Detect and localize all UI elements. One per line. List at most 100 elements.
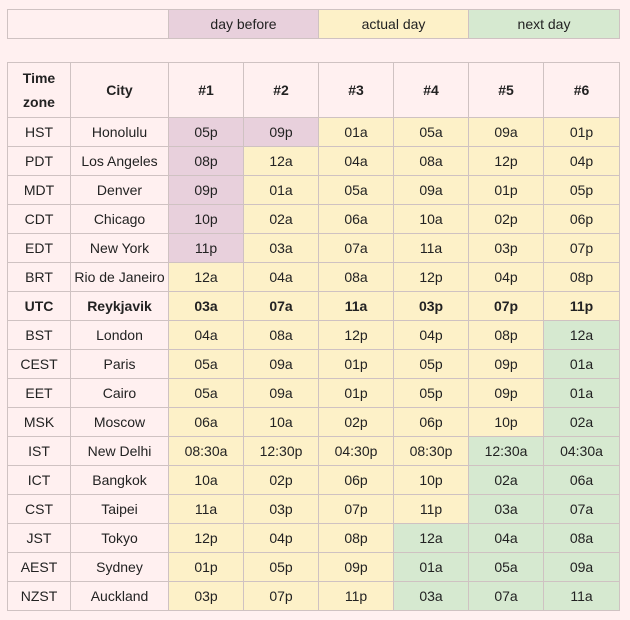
time-cell-slot-2: 09a [243,349,319,379]
time-cell-slot-3: 07p [318,494,394,524]
time-cell-slot-6: 07p [543,233,620,263]
time-zone-cell: JST [7,523,71,553]
time-cell-slot-2: 10a [243,407,319,437]
city-cell: Honolulu [70,117,169,147]
city-cell: Moscow [70,407,169,437]
time-cell-slot-3: 01a [318,117,394,147]
header-slot-1: #1 [168,62,244,118]
time-cell-slot-6: 07a [543,494,620,524]
header-slot-4: #4 [393,62,469,118]
time-cell-slot-5: 07p [468,291,544,321]
table-row: HST Honolulu 05p 09p 01a 05a 09a 01p [7,117,620,147]
time-cell-slot-4: 09a [393,175,469,205]
time-cell-slot-5: 03a [468,494,544,524]
table-row: NZST Auckland 03p 07p 11p 03a 07a 11a [7,581,620,611]
time-zone-cell: UTC [7,291,71,321]
time-cell-slot-1: 08p [168,146,244,176]
time-zone-cell: IST [7,436,71,466]
time-cell-slot-4: 10p [393,465,469,495]
time-zone-cell: PDT [7,146,71,176]
table-row: MDT Denver 09p 01a 05a 09a 01p 05p [7,175,620,205]
time-cell-slot-6: 01a [543,349,620,379]
time-zone-cell: HST [7,117,71,147]
legend-blank [7,9,169,39]
time-cell-slot-4: 12p [393,262,469,292]
city-cell: New York [70,233,169,263]
time-cell-slot-3: 12p [318,320,394,350]
time-cell-slot-5: 05a [468,552,544,582]
time-cell-slot-1: 05a [168,378,244,408]
time-cell-slot-2: 09p [243,117,319,147]
time-cell-slot-3: 01p [318,349,394,379]
city-cell: Tokyo [70,523,169,553]
time-zone-cell: EET [7,378,71,408]
header-city: City [70,62,169,118]
table-row: EET Cairo 05a 09a 01p 05p 09p 01a [7,378,620,408]
table-row: AEST Sydney 01p 05p 09p 01a 05a 09a [7,552,620,582]
time-cell-slot-4: 11a [393,233,469,263]
time-cell-slot-2: 07p [243,581,319,611]
time-zone-cell: CEST [7,349,71,379]
time-zone-cell: MSK [7,407,71,437]
legend-next-day: next day [468,9,620,39]
table-row: PDT Los Angeles 08p 12a 04a 08a 12p 04p [7,146,620,176]
time-cell-slot-1: 12a [168,262,244,292]
time-zone-cell: AEST [7,552,71,582]
time-cell-slot-6: 12a [543,320,620,350]
city-cell: Paris [70,349,169,379]
time-cell-slot-3: 06a [318,204,394,234]
header-slot-5: #5 [468,62,544,118]
time-cell-slot-1: 03p [168,581,244,611]
time-cell-slot-1: 12p [168,523,244,553]
table-row: CST Taipei 11a 03p 07p 11p 03a 07a [7,494,620,524]
time-cell-slot-2: 09a [243,378,319,408]
time-cell-slot-4: 05a [393,117,469,147]
time-cell-slot-4: 10a [393,204,469,234]
table-row: CDT Chicago 10p 02a 06a 10a 02p 06p [7,204,620,234]
time-cell-slot-6: 11p [543,291,620,321]
time-cell-slot-1: 05a [168,349,244,379]
time-cell-slot-4: 03a [393,581,469,611]
header-slot-6: #6 [543,62,620,118]
time-cell-slot-6: 04p [543,146,620,176]
header-slot-2: #2 [243,62,319,118]
time-cell-slot-2: 12a [243,146,319,176]
time-cell-slot-2: 01a [243,175,319,205]
table-body: HST Honolulu 05p 09p 01a 05a 09a 01p PDT Los Ange… [7,117,620,611]
time-cell-slot-1: 05p [168,117,244,147]
table-row: BST London 04a 08a 12p 04p 08p 12a [7,320,620,350]
time-cell-slot-2: 02p [243,465,319,495]
time-cell-slot-1: 09p [168,175,244,205]
time-cell-slot-1: 08:30a [168,436,244,466]
time-zone-cell: BRT [7,262,71,292]
time-cell-slot-5: 12:30a [468,436,544,466]
time-cell-slot-1: 06a [168,407,244,437]
table-row: BRT Rio de Janeiro 12a 04a 08a 12p 04p 08p [7,262,620,292]
time-cell-slot-3: 11a [318,291,394,321]
legend-actual-day: actual day [318,9,469,39]
time-cell-slot-6: 01p [543,117,620,147]
time-cell-slot-6: 06p [543,204,620,234]
city-cell: Cairo [70,378,169,408]
time-cell-slot-5: 04p [468,262,544,292]
legend-row: day before actual day next day [7,9,620,39]
city-cell: Rio de Janeiro [70,262,169,292]
city-cell: Bangkok [70,465,169,495]
time-cell-slot-6: 01a [543,378,620,408]
header-slot-3: #3 [318,62,394,118]
time-cell-slot-4: 01a [393,552,469,582]
table-row: ICT Bangkok 10a 02p 06p 10p 02a 06a [7,465,620,495]
time-cell-slot-3: 04:30p [318,436,394,466]
table-row: MSK Moscow 06a 10a 02p 06p 10p 02a [7,407,620,437]
time-cell-slot-4: 12a [393,523,469,553]
city-cell: Chicago [70,204,169,234]
time-zone-cell: BST [7,320,71,350]
time-cell-slot-2: 03p [243,494,319,524]
time-cell-slot-1: 10a [168,465,244,495]
time-cell-slot-5: 01p [468,175,544,205]
city-cell: London [70,320,169,350]
time-cell-slot-1: 11a [168,494,244,524]
time-cell-slot-4: 11p [393,494,469,524]
legend-table: day before actual day next day [7,9,620,39]
time-cell-slot-5: 02a [468,465,544,495]
